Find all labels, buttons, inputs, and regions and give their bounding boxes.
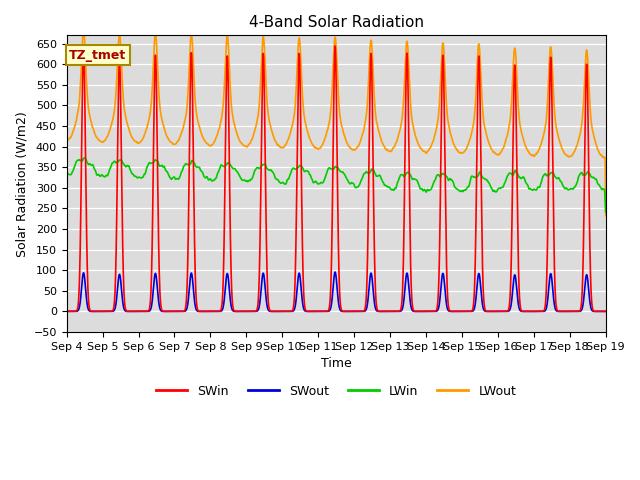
Y-axis label: Solar Radiation (W/m2): Solar Radiation (W/m2): [15, 111, 28, 256]
LWin: [601, 195, 609, 201]
Title: 4-Band Solar Radiation: 4-Band Solar Radiation: [249, 15, 424, 30]
SWout: [601, 309, 609, 314]
LWin: [316, 181, 324, 187]
Line: LWout: LWout: [67, 30, 605, 216]
SWout: [428, 309, 435, 314]
LWin: [457, 189, 465, 194]
LWout: [602, 213, 609, 218]
LWout: [428, 143, 435, 149]
LWout: [160, 123, 168, 129]
SWin: [428, 309, 435, 314]
SWout: [63, 309, 70, 314]
LWin: [428, 186, 435, 192]
SWin: [159, 309, 167, 314]
Line: LWin: LWin: [67, 158, 605, 212]
X-axis label: Time: Time: [321, 357, 351, 370]
Text: TZ_tmet: TZ_tmet: [69, 48, 127, 62]
Line: SWin: SWin: [67, 46, 605, 312]
LWin: [81, 155, 88, 161]
LWout: [63, 138, 70, 144]
SWout: [159, 309, 167, 314]
SWout: [602, 309, 609, 314]
SWin: [601, 309, 609, 314]
SWin: [332, 43, 339, 49]
SWin: [63, 309, 70, 314]
Legend: SWin, SWout, LWin, LWout: SWin, SWout, LWin, LWout: [151, 380, 521, 403]
SWin: [488, 309, 495, 314]
SWin: [457, 309, 465, 314]
LWout: [79, 27, 87, 33]
LWout: [316, 145, 324, 151]
LWin: [488, 186, 495, 192]
LWout: [601, 156, 609, 162]
LWin: [160, 164, 168, 169]
LWin: [602, 209, 609, 215]
LWout: [457, 150, 465, 156]
LWin: [63, 169, 70, 175]
SWout: [488, 309, 495, 314]
SWin: [316, 309, 324, 314]
SWout: [332, 269, 339, 275]
SWout: [457, 309, 465, 314]
SWin: [602, 309, 609, 314]
SWout: [316, 309, 324, 314]
LWout: [488, 146, 495, 152]
Line: SWout: SWout: [67, 272, 605, 312]
